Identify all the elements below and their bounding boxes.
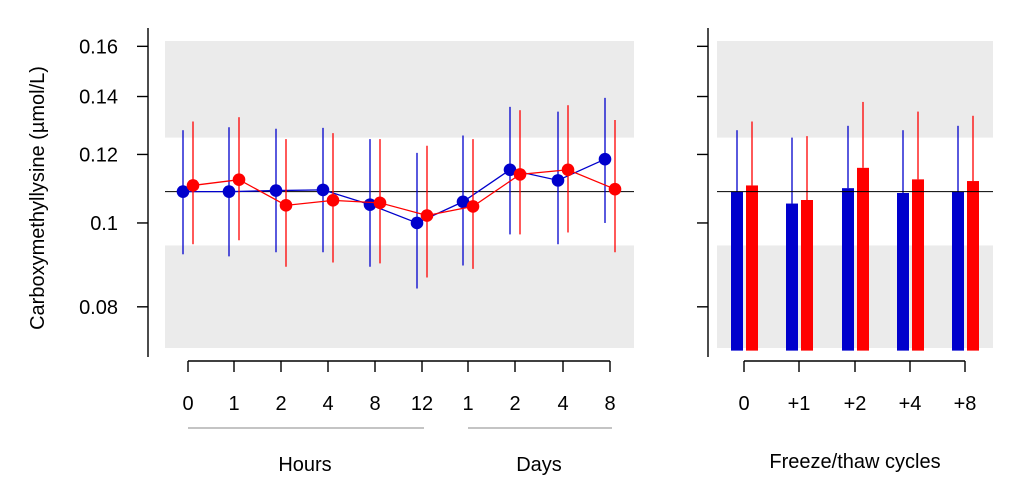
- left-series-0: [176, 97, 612, 289]
- left-y-tick-label: 0.16: [79, 36, 118, 58]
- data-point: [326, 194, 340, 207]
- series-line: [192, 169, 616, 217]
- right-y-ticks: [697, 45, 708, 308]
- y-axis-label: Carboxymethyllysine (µmol/L): [27, 66, 49, 330]
- data-point: [186, 179, 200, 192]
- bar: [912, 179, 924, 351]
- data-point: [503, 163, 517, 177]
- x-axis-label: Freeze/thaw cycles: [769, 451, 940, 473]
- left-group-labels: Hours Days: [188, 427, 612, 476]
- data-point: [269, 184, 283, 197]
- data-point: [316, 183, 330, 197]
- left-y-tick-label: 0.08: [79, 297, 118, 319]
- right-x-tick-label: +2: [844, 393, 867, 415]
- bar: [967, 181, 979, 351]
- left-x-tick-label: 1: [228, 393, 239, 415]
- left-x-tick-label: 2: [509, 393, 520, 415]
- right-band-lower: [717, 245, 993, 348]
- left-y-tick-label: 0.1: [90, 213, 118, 235]
- data-point: [420, 209, 434, 222]
- left-band-lower: [165, 245, 634, 348]
- right-x-tick-label: +4: [899, 393, 922, 415]
- left-y-ticks: 0.08 0.1 0.12 0.14 0.16: [79, 36, 148, 319]
- bar: [746, 185, 758, 351]
- bar: [731, 191, 743, 351]
- left-x-tick-label: 8: [369, 393, 380, 415]
- left-x-tick-label: 4: [322, 393, 333, 415]
- right-series-1: [746, 101, 979, 351]
- data-point: [363, 198, 377, 211]
- left-band-upper: [165, 41, 634, 138]
- bar: [897, 192, 909, 351]
- left-x-tick-label: 4: [557, 393, 568, 415]
- data-point: [279, 199, 293, 212]
- right-x-ticks: 0 +1 +2 +4 +8: [738, 361, 976, 415]
- bar: [801, 200, 813, 351]
- right-panel: 0 +1 +2 +4 +8 Freeze/thaw cycles: [697, 28, 993, 473]
- series-line: [183, 158, 606, 224]
- bar: [786, 203, 798, 351]
- left-x-tick-label: 8: [604, 393, 615, 415]
- left-series: [176, 97, 622, 289]
- left-x-tick-label: 0: [182, 393, 193, 415]
- data-point: [373, 196, 387, 210]
- data-point: [410, 216, 424, 230]
- right-series-0: [731, 125, 964, 351]
- left-series-1: [186, 105, 622, 278]
- right-bars: [731, 101, 979, 351]
- data-point: [456, 195, 470, 209]
- left-y-tick-label: 0.12: [79, 144, 118, 166]
- left-panel: 0.080.10.120.140.16 0 1 2 4 8 12 1 2 4 8 Carboxym…: [27, 28, 634, 476]
- data-point: [561, 163, 575, 177]
- data-point: [466, 200, 480, 213]
- group-label: Days: [516, 454, 562, 476]
- bar: [857, 167, 869, 351]
- bar: [952, 191, 964, 351]
- data-point: [232, 173, 246, 187]
- left-x-tick-label: 12: [411, 393, 433, 415]
- left-x-tick-label: 2: [275, 393, 286, 415]
- left-y-tick-label: 0.14: [79, 87, 118, 109]
- data-point: [551, 174, 565, 187]
- left-x-ticks: 0 1 2 4 8 12 1 2 4 8: [182, 361, 616, 415]
- right-x-tick-label: +8: [954, 393, 977, 415]
- bar: [842, 188, 854, 351]
- data-point: [608, 182, 622, 196]
- right-x-tick-label: 0: [738, 393, 749, 415]
- data-point: [176, 185, 190, 198]
- right-band-upper: [717, 41, 993, 138]
- right-x-tick-label: +1: [788, 393, 811, 415]
- data-point: [513, 168, 527, 181]
- data-point: [222, 185, 236, 198]
- data-point: [598, 152, 612, 166]
- group-label: Hours: [278, 454, 331, 476]
- left-x-tick-label: 1: [462, 393, 473, 415]
